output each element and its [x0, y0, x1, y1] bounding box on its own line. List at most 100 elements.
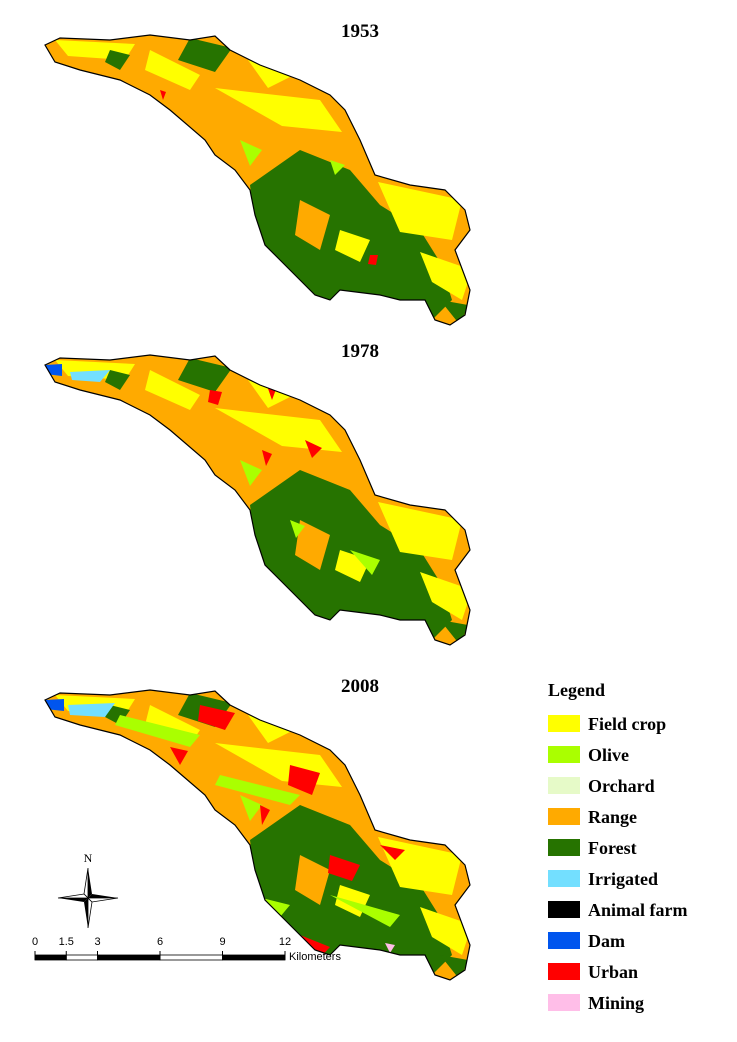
- legend-label: Forest: [588, 838, 637, 858]
- land-patch: [215, 775, 300, 805]
- land-patch: [240, 140, 262, 166]
- arrow-part: [87, 897, 119, 903]
- scale-label: 6: [157, 936, 163, 948]
- land-patch: [70, 370, 110, 382]
- legend-swatch: [548, 808, 580, 825]
- scale-label: 9: [219, 936, 225, 948]
- land-patch: [178, 358, 232, 392]
- scale-unit: Kilometers: [289, 951, 341, 963]
- land-patch: [368, 255, 378, 265]
- land-patch: [295, 200, 330, 250]
- north-label: N: [84, 851, 93, 865]
- arrow-part: [88, 894, 118, 898]
- land-patch: [215, 408, 342, 452]
- land-patch: [420, 907, 470, 955]
- land-patch: [305, 440, 322, 458]
- land-patch: [335, 230, 370, 262]
- land-patch: [145, 370, 200, 410]
- land-patch: [260, 805, 270, 825]
- arrow-part: [58, 898, 88, 902]
- legend-swatch: [548, 901, 580, 918]
- land-patch: [115, 715, 200, 747]
- scale-label: 1.5: [59, 936, 74, 948]
- legend-swatch: [548, 963, 580, 980]
- legend-label: Olive: [588, 745, 629, 765]
- scale-segment: [159, 954, 223, 961]
- map-body: [45, 35, 470, 325]
- land-patch: [160, 90, 166, 100]
- legend-label: Urban: [588, 962, 638, 982]
- land-patch: [105, 370, 130, 390]
- maps: 1953 1978 2008: [44, 21, 471, 981]
- land-use-map: 1953: [44, 21, 471, 326]
- scale-label: 3: [94, 936, 100, 948]
- land-patch: [215, 88, 342, 132]
- legend-swatch: [548, 839, 580, 856]
- land-patch: [68, 703, 115, 717]
- land-patch: [378, 502, 462, 560]
- scale-label: 12: [279, 936, 291, 948]
- land-patch: [105, 50, 130, 70]
- arrow-part: [87, 897, 93, 929]
- land-patch: [248, 60, 292, 88]
- legend-swatch: [548, 715, 580, 732]
- land-patch: [290, 520, 305, 538]
- legend-swatch: [548, 870, 580, 887]
- legend-swatch: [548, 994, 580, 1011]
- land-patch: [262, 450, 272, 466]
- land-patch: [295, 855, 330, 905]
- land-patch: [145, 50, 200, 90]
- land-patch: [240, 795, 262, 821]
- land-patch: [198, 705, 235, 730]
- arrow-part: [83, 867, 89, 899]
- north-arrow: N: [57, 851, 119, 929]
- scale-segment: [97, 954, 161, 961]
- legend-swatch: [548, 746, 580, 763]
- arrow-part: [84, 898, 88, 928]
- scale-label: 0: [32, 936, 38, 948]
- land-patch: [105, 705, 130, 725]
- legend-label: Dam: [588, 931, 625, 951]
- map-body: [45, 690, 470, 980]
- map-title: 2008: [341, 676, 379, 697]
- legend-swatch: [548, 777, 580, 794]
- scale-bar: 0 1.5 3 6 9 12 Kilometers: [32, 936, 342, 963]
- scale-segment: [65, 954, 98, 961]
- legend-swatch: [548, 932, 580, 949]
- land-patch: [420, 252, 470, 300]
- legend-label: Irrigated: [588, 869, 658, 889]
- land-patch: [350, 550, 380, 575]
- land-patch: [380, 845, 405, 860]
- land-patch: [240, 460, 262, 486]
- land-patch: [420, 572, 470, 620]
- land-patch: [330, 895, 400, 927]
- land-patch: [328, 855, 360, 881]
- map-body: [45, 355, 470, 645]
- land-patch: [208, 390, 222, 405]
- scale-segment: [34, 954, 67, 961]
- legend-label: Mining: [588, 993, 644, 1013]
- land-patch: [378, 182, 462, 240]
- map-title: 1953: [341, 21, 379, 42]
- land-patch: [248, 715, 292, 743]
- land-patch: [178, 38, 232, 72]
- land-patch: [385, 943, 395, 953]
- land-patch: [170, 747, 188, 765]
- land-patch: [288, 765, 320, 795]
- legend-label: Range: [588, 807, 637, 827]
- legend-title: Legend: [548, 680, 605, 700]
- legend: Field crop Olive Orchard Range Forest Irrigat…: [548, 714, 687, 1013]
- land-use-map: 1978: [44, 341, 471, 646]
- arrow-part: [57, 893, 89, 899]
- scale-segment: [222, 954, 286, 961]
- legend-label: Animal farm: [588, 900, 687, 920]
- land-patch: [295, 520, 330, 570]
- legend-label: Field crop: [588, 714, 666, 734]
- arrow-part: [88, 868, 92, 898]
- land-patch: [330, 160, 345, 175]
- legend-label: Orchard: [588, 776, 655, 796]
- land-use-map: 2008: [44, 676, 471, 981]
- map-title: 1978: [341, 341, 379, 362]
